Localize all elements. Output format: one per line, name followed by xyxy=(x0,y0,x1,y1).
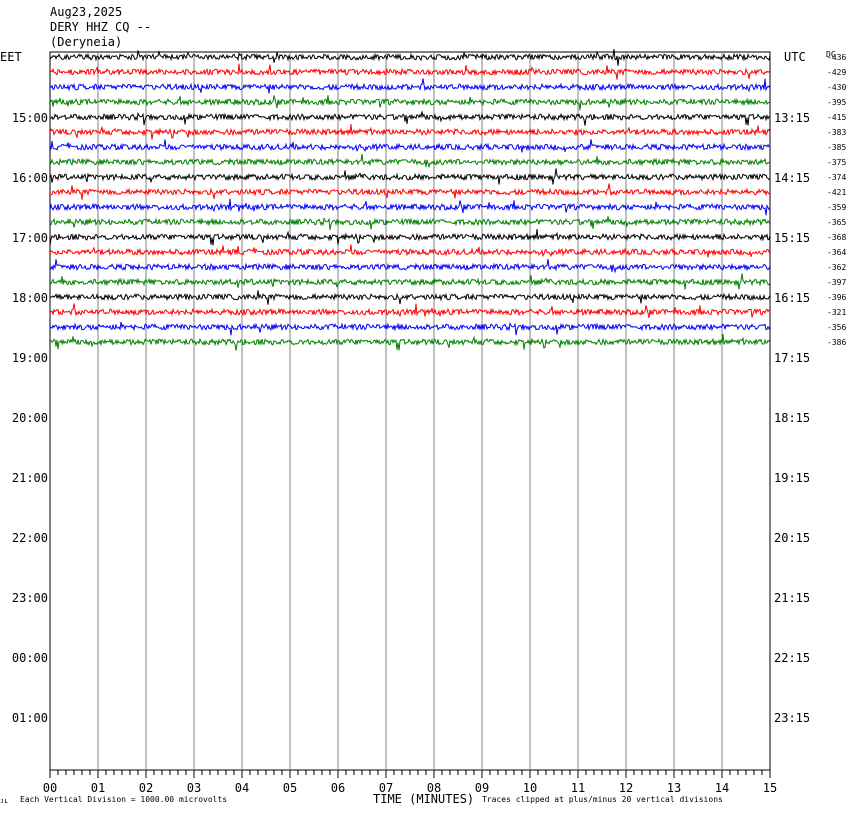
trace-row-16 xyxy=(49,273,771,290)
x-tick-label: 13 xyxy=(667,781,681,795)
trace-row-8 xyxy=(49,154,771,169)
left-time-label: 00:00 xyxy=(12,651,48,665)
left-time-label: 15:00 xyxy=(12,111,48,125)
trace-row-15 xyxy=(49,259,771,274)
dc-offset-label: -359 xyxy=(827,203,846,212)
dc-offset-label: -356 xyxy=(827,323,846,332)
trace-row-20 xyxy=(50,333,771,351)
dc-offset-label: -395 xyxy=(827,98,846,107)
trace-row-18 xyxy=(49,303,771,319)
x-tick-label: 03 xyxy=(187,781,201,795)
left-time-label: 21:00 xyxy=(12,471,48,485)
dc-offset-label: -385 xyxy=(827,143,846,152)
minute-gridlines xyxy=(97,52,723,770)
right-time-label: 16:15 xyxy=(774,291,810,305)
x-tick-label: 08 xyxy=(427,781,441,795)
right-time-label: 23:15 xyxy=(774,711,810,725)
dc-offset-label: -436 xyxy=(827,53,846,62)
dc-offset-label: -415 xyxy=(827,113,846,122)
x-tick-label: 12 xyxy=(619,781,633,795)
dc-offset-label: -430 xyxy=(827,83,846,92)
dc-offset-label: -386 xyxy=(827,338,846,347)
trace-row-13 xyxy=(49,228,771,246)
dc-offset-label: -362 xyxy=(827,263,846,272)
dc-offset-label: -383 xyxy=(827,128,846,137)
left-time-label: 22:00 xyxy=(12,531,48,545)
clip-note: Traces clipped at plus/minus 20 vertical… xyxy=(482,795,723,804)
trace-row-2 xyxy=(49,63,771,80)
x-tick-label: 15 xyxy=(763,781,777,795)
left-time-label: 23:00 xyxy=(12,591,48,605)
right-time-label: 18:15 xyxy=(774,411,810,425)
trace-row-1 xyxy=(49,49,771,66)
trace-row-3 xyxy=(49,78,771,94)
trace-row-9 xyxy=(49,168,771,185)
x-axis-tick-labels: 00 01 02 03 04 05 06 07 08 09 10 11 12 13 14 15 xyxy=(43,781,777,795)
trace-row-7 xyxy=(49,139,771,153)
trace-row-6 xyxy=(49,123,771,140)
right-time-label: 15:15 xyxy=(774,231,810,245)
scale-note: Each Vertical Division = 1000.00 microvo… xyxy=(20,795,227,804)
header-date: Aug23,2025 xyxy=(50,5,122,19)
trace-row-11 xyxy=(49,198,771,216)
left-time-label: 19:00 xyxy=(12,351,48,365)
x-tick-label: 04 xyxy=(235,781,249,795)
seismic-traces xyxy=(49,49,771,351)
right-time-label: 19:15 xyxy=(774,471,810,485)
header-location: (Deryneia) xyxy=(50,35,122,49)
dc-offset-label: -429 xyxy=(827,68,846,77)
dc-offset-label: -421 xyxy=(827,188,846,197)
left-time-label: 17:00 xyxy=(12,231,48,245)
trace-row-19 xyxy=(49,321,771,336)
right-time-labels: 13:15 14:15 15:15 16:15 17:15 18:15 19:15 20:15… xyxy=(774,111,810,725)
x-tick-label: 10 xyxy=(523,781,537,795)
trace-row-10 xyxy=(49,183,771,200)
x-tick-label: 00 xyxy=(43,781,57,795)
x-tick-label: 07 xyxy=(379,781,393,795)
x-tick-label: 02 xyxy=(139,781,153,795)
x-axis-title: TIME (MINUTES) xyxy=(373,792,474,806)
dc-offset-label: -374 xyxy=(827,173,846,182)
x-tick-label: 01 xyxy=(91,781,105,795)
header-station: DERY HHZ CQ -- xyxy=(50,20,151,34)
trace-row-17 xyxy=(49,290,771,305)
x-tick-label: 14 xyxy=(715,781,729,795)
dc-label: DC xyxy=(826,50,836,59)
dc-offset-label: -368 xyxy=(827,233,846,242)
trace-row-14 xyxy=(49,244,771,258)
trace-row-4 xyxy=(49,95,771,111)
dc-offset-label: -321 xyxy=(827,308,846,317)
right-time-label: 13:15 xyxy=(774,111,810,125)
right-axis-label: UTC xyxy=(784,50,806,64)
dc-offset-label: -396 xyxy=(827,293,846,302)
left-time-label: 16:00 xyxy=(12,171,48,185)
left-axis-label: EET xyxy=(0,50,22,64)
left-time-label: 01:00 xyxy=(12,711,48,725)
x-tick-label: 06 xyxy=(331,781,345,795)
x-tick-label: 09 xyxy=(475,781,489,795)
left-time-label: 18:00 xyxy=(12,291,48,305)
x-axis-ticks xyxy=(49,770,771,778)
corner-mark: ᴊʟ xyxy=(0,797,8,805)
dc-offset-label: -365 xyxy=(827,218,846,227)
right-time-label: 20:15 xyxy=(774,531,810,545)
dc-offset-label: -364 xyxy=(827,248,846,257)
left-time-labels: 15:00 16:00 17:00 18:00 19:00 20:00 21:00 22:00… xyxy=(12,111,48,725)
x-tick-label: 11 xyxy=(571,781,585,795)
x-tick-label: 05 xyxy=(283,781,297,795)
trace-row-5 xyxy=(49,111,771,126)
right-time-label: 17:15 xyxy=(774,351,810,365)
trace-row-12 xyxy=(49,216,771,231)
dc-offset-label: -375 xyxy=(827,158,846,167)
dc-offset-labels: -436 -429 -430 -395 -415 -383 -385 -375 -374 -421… xyxy=(827,53,846,347)
plot-frame xyxy=(49,51,771,771)
right-time-label: 21:15 xyxy=(774,591,810,605)
dc-offset-label: -397 xyxy=(827,278,846,287)
right-time-label: 22:15 xyxy=(774,651,810,665)
left-time-label: 20:00 xyxy=(12,411,48,425)
right-time-label: 14:15 xyxy=(774,171,810,185)
